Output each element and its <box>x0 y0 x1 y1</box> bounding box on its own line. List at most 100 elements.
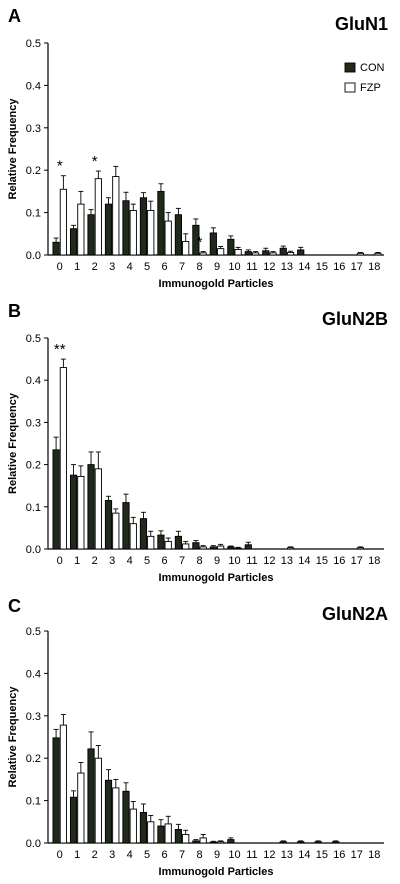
significance-marker: * <box>92 153 98 170</box>
bar-con <box>122 790 130 844</box>
bar-con <box>244 544 252 550</box>
x-tick-label: 2 <box>92 261 98 273</box>
y-tick-label: 0.1 <box>26 502 41 514</box>
y-tick-label: 0.4 <box>26 668 41 680</box>
y-tick-label: 0.5 <box>26 626 41 638</box>
x-tick-label: 13 <box>281 555 293 567</box>
x-tick-label: 11 <box>246 849 257 861</box>
y-tick-label: 0.4 <box>26 375 41 387</box>
x-tick-label: 3 <box>109 849 115 861</box>
bar-fzp <box>217 248 225 256</box>
y-axis-label: Relative Frequency <box>7 686 19 788</box>
bar-con <box>69 228 78 256</box>
bar-con <box>209 841 217 844</box>
bar-fzp <box>77 772 85 844</box>
bar-con <box>332 841 340 844</box>
x-tick-label: 8 <box>196 849 202 861</box>
bar-fzp <box>199 252 207 256</box>
bar-con <box>52 449 60 550</box>
chart-title: GluN1 <box>335 14 388 34</box>
x-tick-label: 17 <box>351 849 363 861</box>
bar-fzp <box>217 545 225 550</box>
x-tick-label: 0 <box>57 261 63 273</box>
x-tick-label: 14 <box>298 261 310 273</box>
bar-con <box>139 518 148 550</box>
bar-fzp <box>164 823 172 844</box>
bar-con <box>262 250 270 256</box>
x-tick-label: 15 <box>316 849 328 861</box>
significance-marker: * <box>57 158 63 175</box>
x-tick-label: 6 <box>162 555 168 567</box>
bar-fzp <box>77 475 85 550</box>
x-axis-label: Immunogold Particles <box>159 572 274 584</box>
bar-con <box>297 249 305 256</box>
x-tick-label: 1 <box>74 849 80 861</box>
x-tick-label: 16 <box>333 261 345 273</box>
x-tick-label: 5 <box>144 849 150 861</box>
bar-fzp <box>77 203 85 256</box>
x-tick-label: 4 <box>127 555 133 567</box>
x-tick-label: 6 <box>162 261 168 273</box>
x-tick-label: 0 <box>57 555 63 567</box>
x-tick-label: 10 <box>228 261 240 273</box>
x-tick-label: 18 <box>368 261 380 273</box>
y-tick-label: 0.2 <box>26 753 41 765</box>
x-tick-label: 14 <box>298 849 310 861</box>
x-tick-label: 2 <box>92 555 98 567</box>
legend-swatch-fzp <box>344 82 356 93</box>
bar-con <box>157 534 165 550</box>
bar-con <box>69 474 78 550</box>
x-tick-label: 12 <box>263 555 275 567</box>
x-tick-label: 15 <box>316 555 328 567</box>
bar-fzp <box>269 252 277 256</box>
y-tick-label: 0.3 <box>26 711 41 723</box>
bar-fzp <box>217 841 225 844</box>
x-tick-label: 11 <box>246 555 257 567</box>
bar-fzp <box>182 834 190 844</box>
chart-panel-c: C GluN2A 0.0 0.1 0.2 0.3 0.4 0.5 Relative Freque… <box>7 596 388 878</box>
bar-fzp <box>94 757 102 844</box>
panel-letter: A <box>8 6 21 26</box>
bar-con <box>139 812 148 844</box>
y-tick-label: 0.1 <box>26 208 41 220</box>
chart-title: GluN2A <box>322 604 388 624</box>
legend-label-fzp: FZP <box>360 82 381 94</box>
x-tick-label: 17 <box>351 555 363 567</box>
bar-fzp <box>286 252 295 256</box>
significance-marker: * <box>197 234 203 251</box>
x-tick-label: 10 <box>228 555 240 567</box>
bar-fzp <box>164 540 172 550</box>
bar-fzp <box>59 188 67 256</box>
bar-fzp <box>234 547 242 550</box>
x-tick-label: 9 <box>214 849 220 861</box>
bar-con <box>122 502 130 550</box>
bar-con <box>104 779 113 844</box>
bar-fzp <box>356 252 365 256</box>
bar-con <box>227 839 235 844</box>
bar-fzp <box>59 367 67 550</box>
x-tick-label: 5 <box>144 261 150 273</box>
y-tick-label: 0.0 <box>26 838 41 850</box>
bar-con <box>192 840 200 844</box>
x-tick-label: 18 <box>368 555 380 567</box>
x-tick-label: 10 <box>228 849 240 861</box>
bar-con <box>52 737 60 844</box>
bar-fzp <box>182 543 190 550</box>
bar-con <box>52 241 60 256</box>
bar-con <box>174 828 183 844</box>
y-tick-label: 0.0 <box>26 250 41 262</box>
bar-con <box>174 535 183 550</box>
bar-fzp <box>164 220 172 256</box>
bar-con <box>87 214 95 256</box>
bar-con <box>157 825 165 844</box>
x-tick-label: 3 <box>109 261 115 273</box>
bar-fzp <box>147 535 155 550</box>
legend-label-con: CON <box>360 62 385 74</box>
x-tick-label: 4 <box>127 849 133 861</box>
bar-fzp <box>94 178 102 256</box>
x-tick-label: 4 <box>127 261 133 273</box>
x-tick-label: 16 <box>333 849 345 861</box>
bar-con <box>104 203 113 256</box>
bar-fzp <box>112 512 120 550</box>
bar-con <box>87 464 95 550</box>
